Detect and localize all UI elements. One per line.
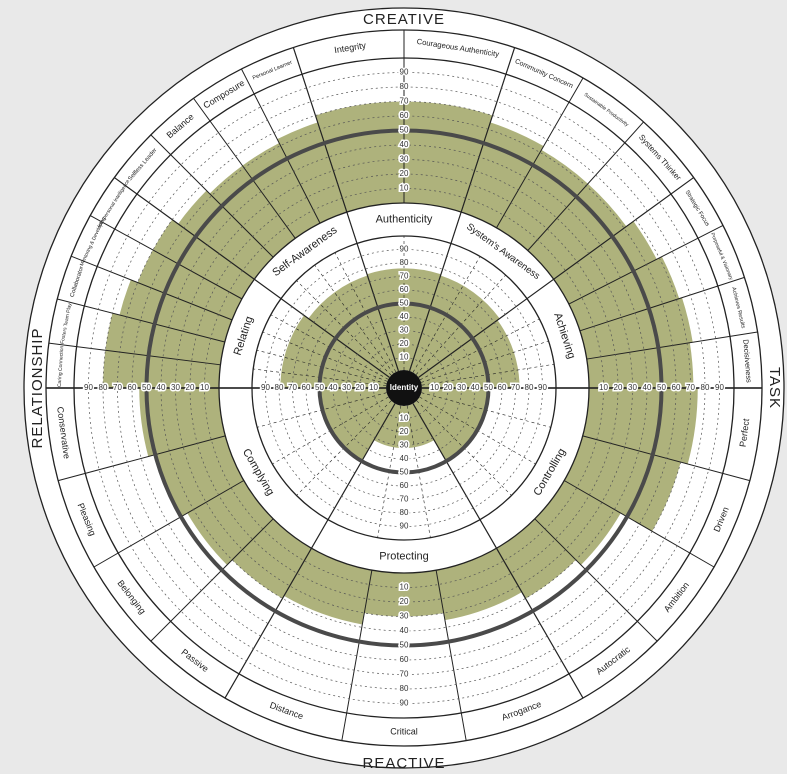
tick-label: 20 (444, 383, 453, 392)
tick-label: 40 (329, 383, 338, 392)
tick-label: 80 (525, 383, 534, 392)
tick-label: 30 (400, 155, 409, 164)
tick-label: 50 (315, 383, 324, 392)
tick-label: 20 (400, 169, 409, 178)
tick-label: 70 (400, 272, 409, 281)
tick-label: 90 (400, 699, 409, 708)
tick-label: 30 (400, 612, 409, 621)
tick-label: 90 (400, 522, 409, 531)
tick-label: 50 (400, 468, 409, 477)
tick-label: 70 (400, 97, 409, 106)
tick-label: 80 (99, 383, 108, 392)
competency-fill (364, 570, 443, 616)
tick-label: 20 (400, 339, 409, 348)
tick-label: 90 (400, 245, 409, 254)
tick-label: 90 (84, 383, 93, 392)
tick-label: 30 (342, 383, 351, 392)
tick-label: 50 (657, 383, 666, 392)
tick-label: 50 (484, 383, 493, 392)
tick-label: 10 (400, 353, 409, 362)
tick-label: 10 (430, 383, 439, 392)
tick-label: 60 (400, 655, 409, 664)
tick-label: 20 (614, 383, 623, 392)
tick-label: 40 (400, 140, 409, 149)
tick-label: 50 (142, 383, 151, 392)
identity-label: Identity (390, 383, 419, 392)
tick-label: 70 (511, 383, 520, 392)
tick-label: 60 (400, 481, 409, 490)
tick-label: 40 (400, 454, 409, 463)
tick-label: 40 (643, 383, 652, 392)
tick-label: 60 (400, 111, 409, 120)
tick-label: 90 (715, 383, 724, 392)
tick-label: 30 (628, 383, 637, 392)
tick-label: 80 (701, 383, 710, 392)
tick-label: 80 (275, 383, 284, 392)
tick-label: 70 (400, 670, 409, 679)
tick-label: 80 (400, 684, 409, 693)
tick-label: 40 (400, 312, 409, 321)
tick-label: 30 (400, 441, 409, 450)
tick-label: 30 (400, 326, 409, 335)
tick-label: 60 (498, 383, 507, 392)
tick-label: 50 (400, 299, 409, 308)
tick-label: 10 (369, 383, 378, 392)
tick-label: 20 (356, 383, 365, 392)
tick-label: 80 (400, 82, 409, 91)
tick-label: 70 (400, 495, 409, 504)
right-label: TASK (766, 367, 783, 409)
tick-label: 70 (288, 383, 297, 392)
tick-label: 80 (400, 258, 409, 267)
tick-label: 20 (400, 597, 409, 606)
tick-label: 70 (113, 383, 122, 392)
tick-label: 90 (538, 383, 547, 392)
tick-label: 90 (261, 383, 270, 392)
sector-label: Protecting (379, 550, 429, 562)
tick-label: 20 (186, 383, 195, 392)
tick-label: 10 (200, 383, 209, 392)
tick-label: 30 (171, 383, 180, 392)
tick-label: 80 (400, 508, 409, 517)
sector-label: Authenticity (376, 213, 433, 225)
tick-label: 40 (157, 383, 166, 392)
tick-label: 10 (400, 583, 409, 592)
tick-label: 60 (128, 383, 137, 392)
tick-label: 10 (599, 383, 608, 392)
tick-label: 60 (302, 383, 311, 392)
tick-label: 60 (400, 285, 409, 294)
tick-label: 10 (400, 184, 409, 193)
tick-label: 50 (400, 126, 409, 135)
chart: CREATIVE REACTIVE RELATIONSHIP TASK Rela… (0, 0, 787, 774)
top-label: CREATIVE (363, 11, 445, 28)
tick-label: 20 (400, 427, 409, 436)
tick-label: 60 (672, 383, 681, 392)
tick-label: 10 (400, 414, 409, 423)
tick-label: 90 (400, 68, 409, 77)
bottom-label: REACTIVE (362, 755, 445, 772)
left-label: RELATIONSHIP (29, 328, 46, 449)
tick-label: 70 (686, 383, 695, 392)
tick-label: 40 (471, 383, 480, 392)
tick-label: 50 (400, 641, 409, 650)
tick-label: 40 (400, 626, 409, 635)
tick-label: 30 (457, 383, 466, 392)
sector-label: Critical (390, 726, 418, 736)
